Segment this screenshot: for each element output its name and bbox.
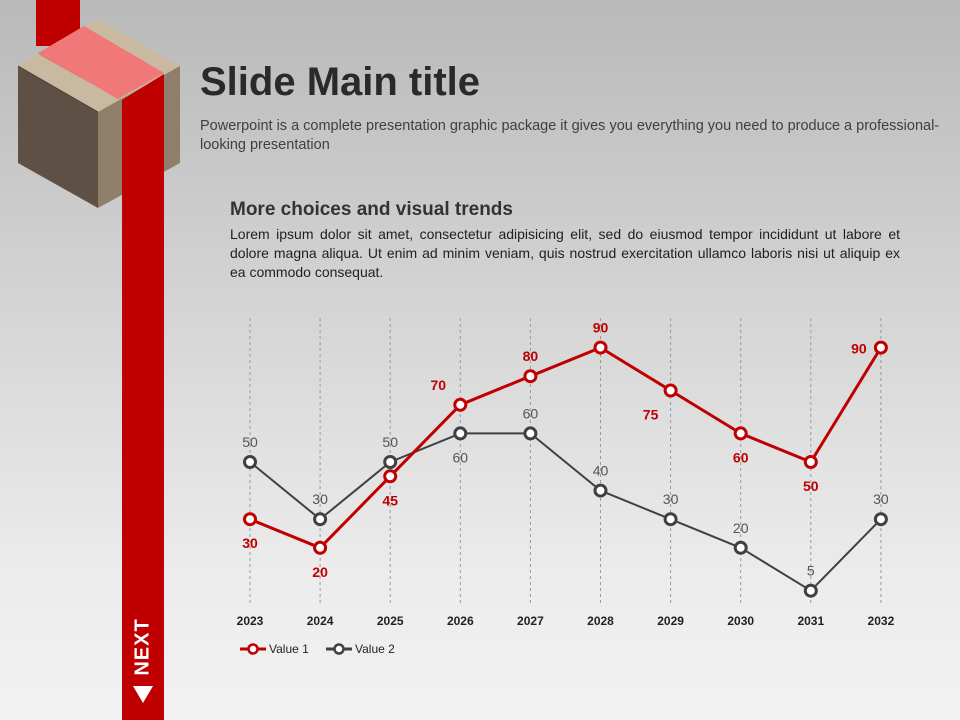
data-label: 70	[431, 377, 447, 393]
x-tick-label: 2030	[727, 614, 754, 628]
box-edge	[17, 65, 99, 113]
chart-x-ticks: 2023 2024 2025 2026 2027 2028 2029 2030 2031 2032	[237, 614, 895, 628]
data-point	[803, 583, 818, 598]
data-label: 60	[523, 405, 539, 421]
ribbon-on-box-top	[38, 26, 164, 99]
ribbon-vertical	[122, 100, 164, 720]
data-label: 90	[593, 320, 609, 336]
slide-title: Slide Main title	[200, 60, 481, 104]
chart-lines	[249, 346, 883, 592]
x-tick-label: 2024	[307, 614, 334, 628]
section-body: Lorem ipsum dolor sit amet, consectetur …	[230, 226, 900, 280]
data-label: 60	[733, 449, 749, 465]
data-label: 50	[382, 434, 398, 450]
chart-points	[243, 340, 888, 598]
data-point	[733, 540, 748, 555]
data-point	[313, 512, 328, 527]
data-label: 50	[242, 434, 258, 450]
data-label: 45	[382, 492, 398, 508]
data-point	[383, 455, 398, 469]
data-point	[803, 455, 818, 469]
chart-legend: Value 1 Value 2	[240, 642, 395, 656]
slide-subtitle: Powerpoint is a complete presentation gr…	[200, 118, 940, 153]
data-point	[873, 340, 888, 355]
data-point	[663, 383, 678, 398]
section-title: More choices and visual trends	[230, 199, 513, 220]
legend-marker	[247, 643, 259, 655]
data-point	[733, 426, 748, 441]
series-line-1	[249, 346, 883, 550]
data-label: 75	[643, 407, 659, 423]
x-tick-label: 2023	[237, 614, 264, 628]
data-label: 20	[733, 520, 749, 536]
legend-label: Value 2	[355, 642, 395, 656]
data-label: 80	[523, 348, 539, 364]
data-label: 30	[312, 491, 328, 507]
data-point	[873, 512, 888, 527]
data-point	[523, 426, 538, 441]
data-point	[313, 540, 328, 555]
data-label: 90	[851, 341, 867, 357]
data-point	[663, 512, 678, 527]
data-point	[453, 397, 468, 412]
box-left-face	[18, 66, 98, 208]
x-tick-label: 2026	[447, 614, 474, 628]
data-point	[593, 483, 608, 498]
data-point	[593, 340, 608, 355]
data-point	[453, 426, 468, 441]
data-label: 30	[663, 491, 679, 507]
next-arrow-icon[interactable]	[133, 686, 153, 703]
data-point	[383, 469, 398, 484]
data-point	[243, 512, 257, 527]
x-tick-label: 2025	[377, 614, 404, 628]
data-label: 60	[453, 449, 469, 465]
next-button[interactable]: NEXT	[131, 618, 154, 676]
data-label: 50	[803, 478, 819, 494]
data-label: 20	[312, 564, 328, 580]
series-line-2	[249, 432, 882, 592]
data-point	[243, 455, 257, 469]
x-tick-label: 2028	[587, 614, 614, 628]
data-label: 30	[242, 535, 258, 551]
x-tick-label: 2027	[517, 614, 544, 628]
x-tick-label: 2029	[657, 614, 684, 628]
data-label: 40	[593, 463, 609, 479]
x-tick-label: 2031	[797, 614, 824, 628]
legend-marker	[333, 643, 345, 655]
data-point	[523, 369, 538, 384]
chart-data-labels: 30 20 45 70 80 90 75 60 50 90 50 30 50 60 60 40 30 20 5 30	[242, 320, 889, 580]
data-label: 30	[873, 491, 889, 507]
x-tick-label: 2032	[868, 614, 895, 628]
data-label: 5	[807, 563, 815, 579]
legend-label: Value 1	[269, 642, 309, 656]
